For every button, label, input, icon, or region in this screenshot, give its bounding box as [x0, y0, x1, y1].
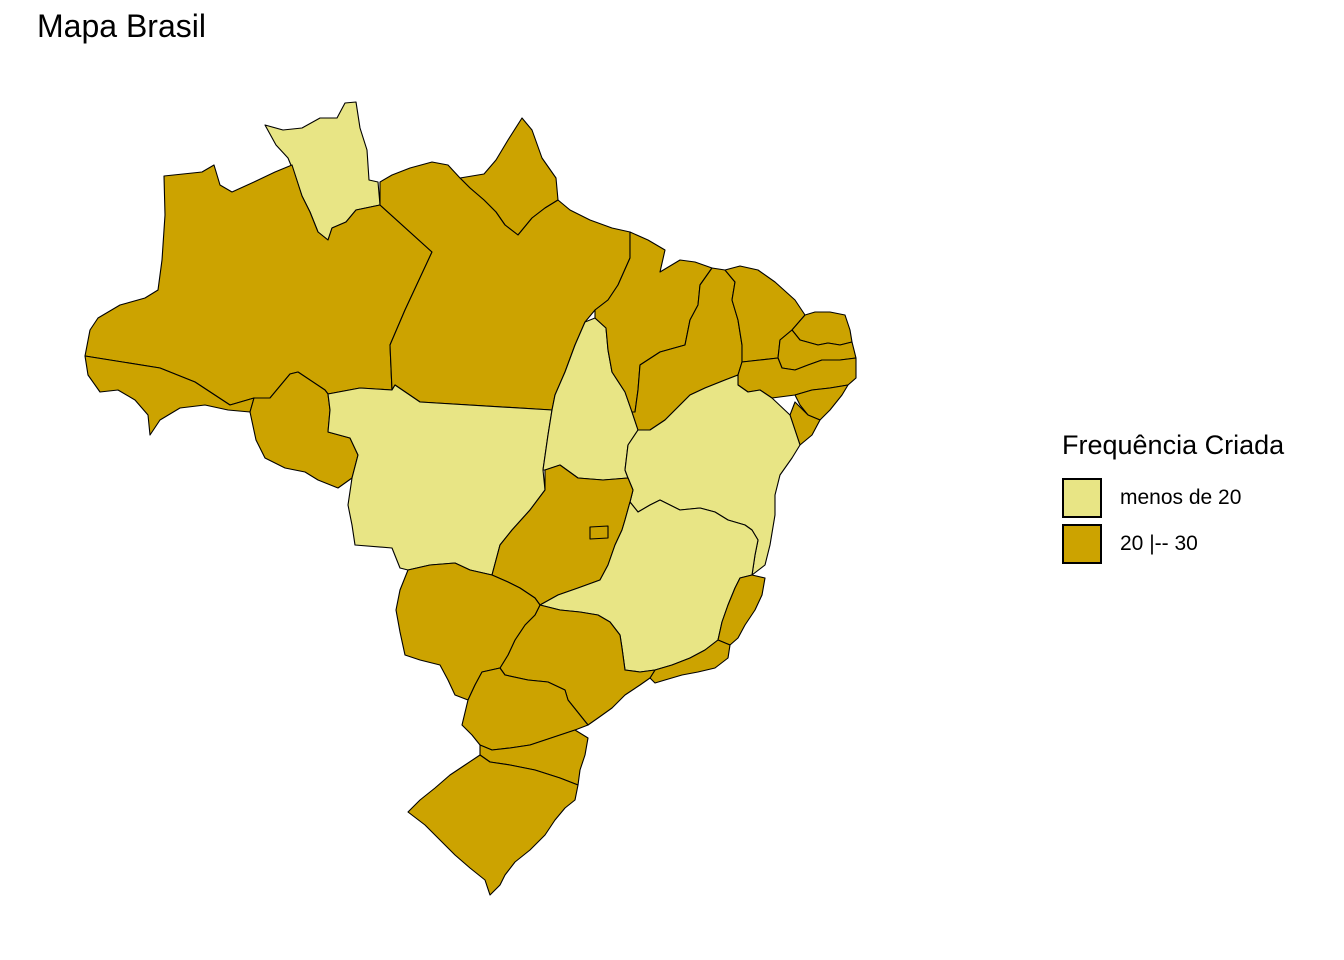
map-title: Mapa Brasil: [37, 8, 206, 44]
state-rs[interactable]: [407, 754, 579, 896]
legend-swatch-high: [1062, 524, 1102, 564]
state-al[interactable]: [794, 384, 849, 421]
legend-item-high: 20 |-- 30: [1062, 521, 1284, 567]
legend-title: Frequência Criada: [1062, 430, 1285, 460]
state-rj[interactable]: [649, 639, 731, 684]
legend-label-low: menos de 20: [1120, 486, 1242, 509]
state-ms[interactable]: [395, 562, 541, 701]
legend: Frequência Criada menos de 20 20 |-- 30: [1062, 430, 1284, 567]
legend-item-low: menos de 20: [1062, 475, 1284, 521]
legend-label-high: 20 |-- 30: [1120, 532, 1198, 555]
state-ac[interactable]: [84, 355, 255, 436]
legend-swatch-low: [1062, 478, 1102, 518]
state-df[interactable]: [589, 525, 609, 540]
